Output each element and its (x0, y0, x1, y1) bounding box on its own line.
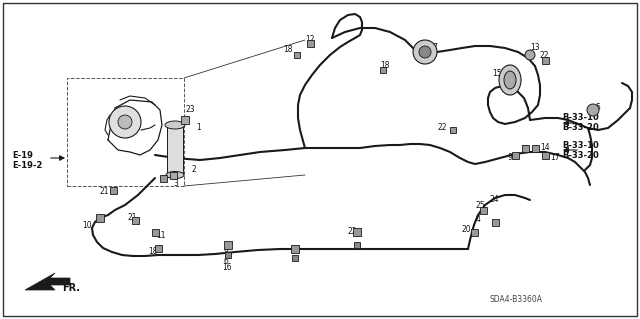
Text: 7: 7 (432, 43, 437, 53)
Circle shape (587, 104, 599, 116)
Polygon shape (25, 273, 70, 290)
Bar (470, 228, 477, 235)
Bar (292, 255, 298, 261)
Bar (307, 40, 314, 47)
Text: 5: 5 (595, 103, 600, 113)
Text: E-19-2: E-19-2 (12, 160, 42, 169)
Text: B-33-10: B-33-10 (562, 114, 599, 122)
Bar (511, 152, 518, 159)
Text: 18: 18 (283, 46, 292, 55)
Bar (479, 206, 486, 213)
Bar (159, 174, 166, 182)
Ellipse shape (165, 121, 185, 129)
Text: 20: 20 (462, 226, 472, 234)
Text: 25: 25 (475, 201, 484, 210)
Text: 11: 11 (156, 232, 166, 241)
Text: 23: 23 (185, 106, 195, 115)
Text: 2: 2 (192, 166, 196, 174)
Text: 3: 3 (173, 179, 178, 188)
Bar (181, 116, 189, 124)
Text: 4: 4 (476, 216, 481, 225)
Bar (225, 252, 231, 258)
Text: 21: 21 (100, 188, 109, 197)
Text: B-33-20: B-33-20 (562, 123, 599, 132)
Circle shape (525, 50, 535, 60)
Bar (167, 125, 183, 175)
Bar (294, 52, 300, 58)
Text: 9: 9 (508, 153, 513, 162)
Bar (170, 172, 177, 179)
Text: 1: 1 (196, 123, 201, 132)
Bar (531, 145, 538, 152)
Text: B-33-20: B-33-20 (562, 151, 599, 160)
Text: 8: 8 (168, 170, 173, 180)
Text: 22: 22 (348, 227, 358, 236)
Text: 21: 21 (128, 212, 138, 221)
Bar (109, 187, 116, 194)
Bar (96, 214, 104, 222)
Circle shape (413, 40, 437, 64)
Text: 16: 16 (222, 263, 232, 272)
Text: 6: 6 (224, 257, 229, 266)
Bar (131, 217, 138, 224)
Bar (522, 145, 529, 152)
Circle shape (109, 106, 141, 138)
Text: 10: 10 (82, 220, 92, 229)
Ellipse shape (166, 172, 184, 179)
Text: 18: 18 (380, 61, 390, 70)
Text: 14: 14 (540, 144, 550, 152)
Bar (541, 152, 548, 159)
Bar (353, 228, 361, 236)
Text: 24: 24 (490, 196, 500, 204)
Bar (541, 56, 548, 63)
Bar (67, 78, 184, 186)
Text: E-19: E-19 (12, 151, 33, 160)
Circle shape (419, 46, 431, 58)
Text: 22: 22 (438, 123, 447, 132)
Text: 17: 17 (550, 153, 559, 162)
Circle shape (118, 115, 132, 129)
Text: FR.: FR. (62, 283, 80, 293)
Text: B-33-10: B-33-10 (562, 140, 599, 150)
Text: SDA4-B3360A: SDA4-B3360A (490, 295, 543, 305)
Bar (492, 219, 499, 226)
Text: 15: 15 (492, 69, 502, 78)
Ellipse shape (499, 65, 521, 95)
Text: 18: 18 (148, 248, 157, 256)
Ellipse shape (504, 71, 516, 89)
Bar (380, 67, 386, 73)
Bar (291, 245, 299, 253)
Text: 19: 19 (520, 145, 530, 154)
Text: 22: 22 (540, 51, 550, 61)
Bar (354, 242, 360, 248)
Bar (224, 241, 232, 249)
Text: 13: 13 (530, 43, 540, 53)
Bar (450, 127, 456, 133)
Bar (154, 244, 161, 251)
Bar (152, 228, 159, 235)
Text: 12: 12 (305, 35, 314, 44)
Text: 6: 6 (224, 246, 229, 255)
